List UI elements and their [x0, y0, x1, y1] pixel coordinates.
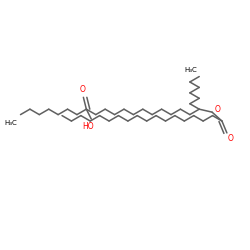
Text: H₃C: H₃C — [5, 120, 18, 126]
Text: O: O — [80, 85, 85, 94]
Text: H₃C: H₃C — [184, 66, 197, 72]
Text: HO: HO — [82, 122, 94, 131]
Text: O: O — [228, 134, 234, 143]
Text: O: O — [215, 105, 221, 114]
